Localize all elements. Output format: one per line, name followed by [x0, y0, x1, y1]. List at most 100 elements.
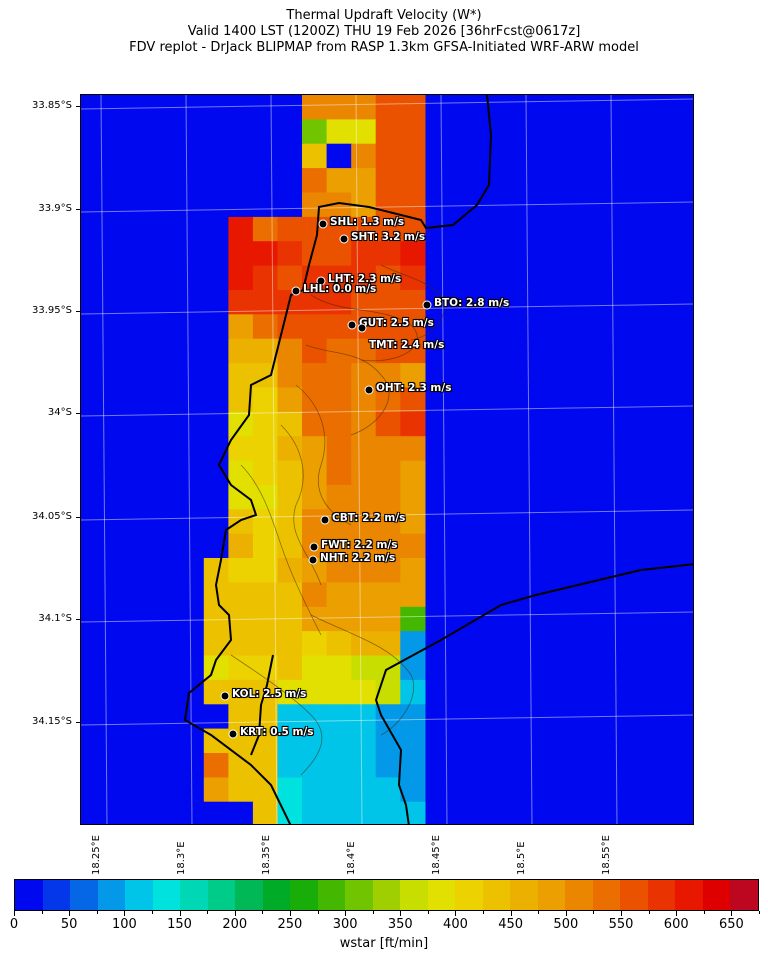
colorbar-tick — [124, 911, 126, 916]
chart-title: Thermal Updraft Velocity (W*) — [286, 8, 482, 23]
colorbar-tick — [593, 911, 595, 914]
station-marker-gut[interactable] — [347, 320, 357, 330]
station-label-fwt: FWT: 2.2 m/s — [321, 539, 398, 551]
colorbar-tick — [538, 911, 540, 914]
colorbar-tick — [400, 911, 402, 916]
colorbar-swatch — [427, 880, 456, 910]
colorbar-swatch — [345, 880, 373, 910]
lat-tick-label: 34°S — [47, 407, 72, 418]
colorbar-tick — [455, 911, 457, 916]
colorbar-tick — [483, 911, 485, 914]
forecast-map[interactable] — [80, 94, 694, 825]
lat-tick — [76, 517, 80, 518]
colorbar-swatch — [675, 880, 703, 910]
colorbar-tick — [676, 911, 678, 916]
colorbar-tick — [731, 911, 733, 916]
lon-tick-label: 18.25°E — [91, 835, 102, 875]
colorbar-tick — [289, 911, 291, 916]
colorbar-tick-label: 650 — [718, 917, 744, 932]
station-label-lhl: LHL: 0.0 m/s — [303, 283, 377, 295]
colorbar-swatch — [400, 880, 428, 910]
colorbar-swatch — [730, 880, 758, 910]
station-marker-kol[interactable] — [220, 691, 230, 701]
colorbar-swatch — [15, 880, 43, 910]
colorbar-tick — [69, 911, 71, 916]
colorbar-tick — [14, 911, 15, 916]
colorbar-swatch — [125, 880, 153, 910]
lat-tick-label: 34.1°S — [38, 613, 72, 624]
lon-tick-label: 18.5°E — [516, 841, 527, 875]
colorbar-swatch — [592, 880, 621, 910]
colorbar-swatch — [207, 880, 236, 910]
colorbar-tick — [207, 911, 209, 914]
colorbar-swatch — [180, 880, 208, 910]
station-label-krt: KRT: 0.5 m/s — [240, 726, 314, 738]
colorbar-tick-label: 50 — [60, 917, 78, 932]
colorbar-tick — [372, 911, 374, 914]
colorbar-tick-label: 500 — [553, 917, 579, 932]
colorbar-swatch — [455, 880, 483, 910]
lat-tick-label: 34.05°S — [32, 511, 72, 522]
station-marker-lhl[interactable] — [291, 286, 301, 296]
colorbar-tick-label: 250 — [277, 917, 303, 932]
station-label-tmt: TMT: 2.4 m/s — [369, 339, 445, 351]
colorbar-swatch — [317, 880, 346, 910]
station-label-cbt: CBT: 2.2 m/s — [332, 512, 406, 524]
station-label-bto: BTO: 2.8 m/s — [434, 297, 510, 309]
colorbar-tick-label: 400 — [443, 917, 468, 932]
station-label-lht: LHT: 2.3 m/s — [328, 273, 402, 285]
colorbar-swatch — [42, 880, 71, 910]
station-marker-sht[interactable] — [339, 234, 349, 244]
station-marker-krt[interactable] — [228, 729, 238, 739]
colorbar-tick-label: 600 — [663, 917, 689, 932]
colorbar-tick — [41, 911, 43, 914]
lon-tick-label: 18.4°E — [346, 841, 357, 875]
station-marker-lht[interactable] — [316, 276, 326, 286]
station-label-oht: OHT: 2.3 m/s — [376, 382, 452, 394]
station-label-kol: KOL: 2.5 m/s — [232, 688, 307, 700]
colorbar-swatch — [290, 880, 318, 910]
lon-tick-label: 18.3°E — [176, 841, 187, 875]
colorbar-tick-label: 100 — [111, 917, 137, 932]
colorbar-tick — [703, 911, 705, 914]
lon-tick-label: 18.45°E — [431, 835, 442, 875]
lon-tick-label: 18.55°E — [601, 835, 612, 875]
colorbar-tick — [179, 911, 181, 916]
station-marker-oht[interactable] — [364, 385, 374, 395]
colorbar-tick — [621, 911, 623, 916]
colorbar-tick-label: 550 — [608, 917, 634, 932]
colorbar-tick-label: 350 — [387, 917, 413, 932]
colorbar-tick — [262, 911, 264, 914]
station-marker-bto[interactable] — [422, 300, 432, 310]
colorbar-swatch — [647, 880, 676, 910]
colorbar-tick — [759, 911, 760, 914]
colorbar-tick-label: 200 — [222, 917, 248, 932]
colorbar-swatch — [372, 880, 401, 910]
colorbar-tick — [317, 911, 319, 914]
colorbar-tick — [345, 911, 347, 916]
colorbar-swatch — [702, 880, 731, 910]
colorbar-swatch — [537, 880, 566, 910]
lat-tick — [76, 311, 80, 312]
station-marker-cbt[interactable] — [320, 515, 330, 525]
colorbar-swatch — [70, 880, 98, 910]
colorbar-tick-label: 300 — [332, 917, 358, 932]
station-marker-gut2[interactable] — [357, 323, 367, 333]
lat-tick — [76, 209, 80, 210]
station-label-nht: NHT: 2.2 m/s — [320, 552, 396, 564]
chart-subtitle-valid: Valid 1400 LST (1200Z) THU 19 Feb 2026 [… — [187, 24, 581, 39]
colorbar-tick — [427, 911, 429, 914]
station-marker-nht[interactable] — [308, 555, 318, 565]
station-marker-shl[interactable] — [318, 219, 328, 229]
colorbar-swatch — [620, 880, 648, 910]
colorbar-swatch — [97, 880, 126, 910]
chart-subtitle-model: FDV replot - DrJack BLIPMAP from RASP 1.… — [129, 40, 639, 55]
lat-tick-label: 34.15°S — [32, 716, 72, 727]
station-marker-fwt[interactable] — [309, 542, 319, 552]
colorbar-swatch — [565, 880, 593, 910]
lat-tick-label: 33.95°S — [32, 305, 72, 316]
colorbar-tick — [565, 911, 567, 916]
station-label-sht: SHT: 3.2 m/s — [351, 231, 426, 243]
colorbar-swatch — [482, 880, 511, 910]
colorbar-swatch — [152, 880, 181, 910]
